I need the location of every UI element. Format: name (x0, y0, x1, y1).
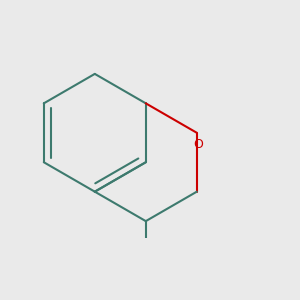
Text: O: O (193, 138, 202, 151)
